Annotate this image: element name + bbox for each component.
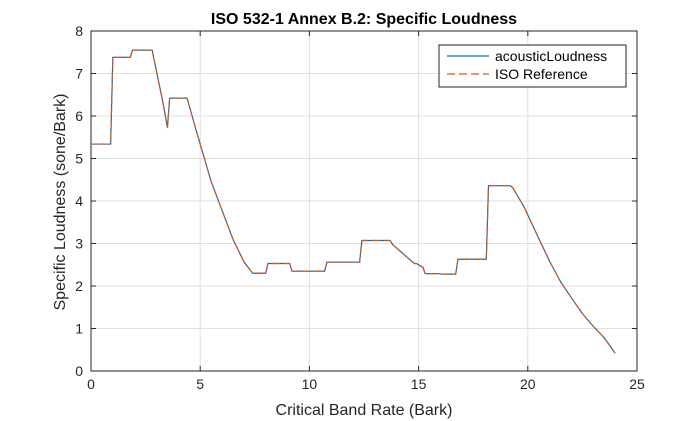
legend: acousticLoudness ISO Reference (438, 44, 627, 88)
x-tick-label: 0 (87, 376, 95, 392)
x-tick-label: 20 (520, 376, 536, 392)
plot-area: 0 5 10 15 20 25 0 1 2 3 4 5 6 7 8 (75, 23, 645, 392)
y-tick-label: 1 (75, 321, 83, 337)
x-tick-label: 10 (302, 376, 318, 392)
y-tick-label: 3 (75, 236, 83, 252)
chart-title: ISO 532-1 Annex B.2: Specific Loudness (211, 11, 517, 28)
legend-label: acousticLoudness (495, 48, 607, 64)
y-tick-label: 8 (75, 23, 83, 39)
x-tick-label: 25 (629, 376, 645, 392)
y-tick-label: 2 (75, 278, 83, 294)
x-axis-label: Critical Band Rate (Bark) (276, 402, 453, 419)
y-tick-label: 0 (75, 363, 83, 379)
series-line-iso-reference (91, 49, 616, 354)
y-tick-label: 6 (75, 108, 83, 124)
y-axis-label: Specific Loudness (sone/Bark) (52, 94, 69, 311)
x-tick-label: 15 (411, 376, 427, 392)
y-tick-label: 4 (75, 193, 83, 209)
x-tick-label: 5 (196, 376, 204, 392)
legend-label: ISO Reference (495, 66, 588, 82)
y-tick-label: 7 (75, 66, 83, 82)
legend-box (438, 44, 627, 88)
y-tick-label: 5 (75, 151, 83, 167)
